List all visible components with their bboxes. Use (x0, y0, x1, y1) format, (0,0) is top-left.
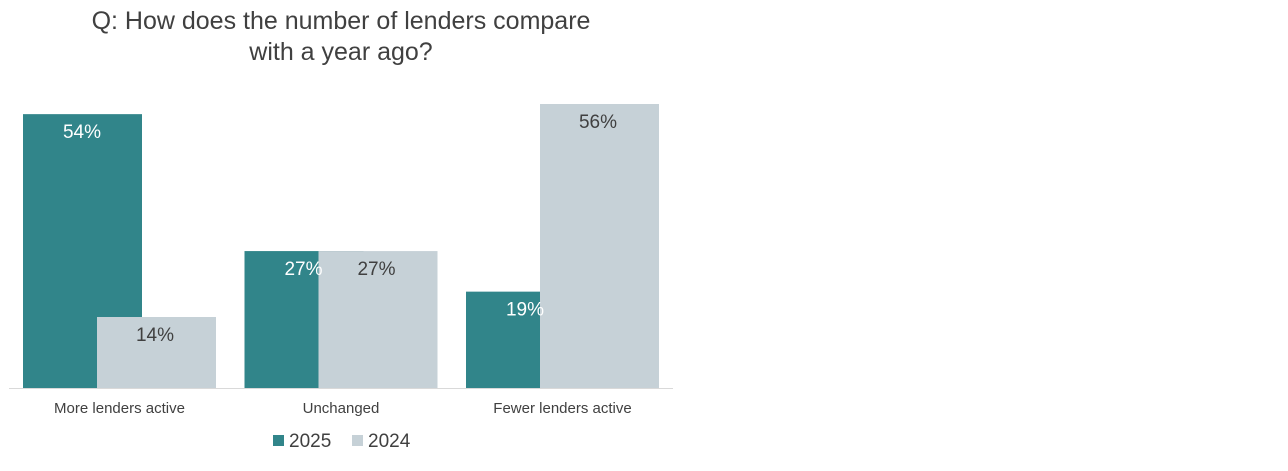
tick-labels-group: More lenders active Unchanged Fewer lender… (54, 400, 632, 417)
legend-swatch-2024 (352, 435, 363, 446)
bar-2024-1 (97, 317, 216, 388)
x-tick-label-2: Unchanged (303, 400, 380, 417)
bars-group (23, 104, 659, 389)
x-tick-label-1: More lenders active (54, 400, 185, 417)
legend-label-2025: 2025 (289, 431, 331, 452)
data-labels-group: 54% 27% 19% 14% 27% 56% (63, 112, 617, 346)
x-tick-label-3: Fewer lenders active (493, 400, 631, 417)
data-label-2024-2: 27% (357, 259, 395, 280)
chart-title-line-2: with a year ago? (248, 38, 432, 66)
data-label-2025-3: 19% (506, 300, 544, 321)
data-label-2025-2: 27% (284, 259, 322, 280)
bar-2024-3 (540, 104, 659, 388)
legend-swatch-2025 (273, 435, 284, 446)
data-label-2025-1: 54% (63, 122, 101, 143)
chart-title-line-1: Q: How does the number of lenders compar… (92, 7, 591, 35)
legend-label-2024: 2024 (368, 431, 411, 452)
data-label-2024-1: 14% (136, 325, 174, 346)
bar-2024-2 (318, 251, 438, 388)
legend: 2025 2024 (273, 431, 411, 452)
data-label-2024-3: 56% (579, 112, 617, 133)
